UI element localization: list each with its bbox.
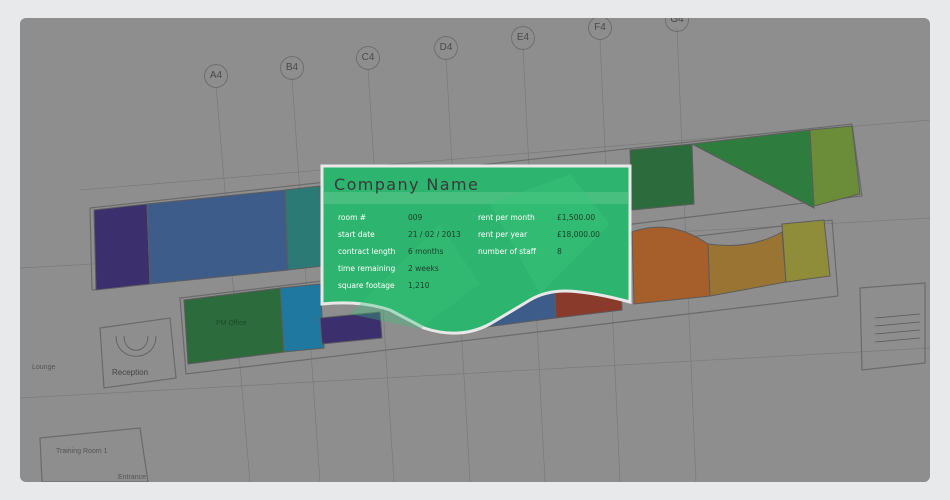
- grid-label-d4: D4: [434, 36, 458, 60]
- company-name-title: Company Name: [334, 175, 480, 194]
- room-number-value: 009: [408, 213, 423, 222]
- grid-label-b4: B4: [280, 56, 304, 80]
- time-remaining-label: time remaining: [338, 264, 396, 273]
- card-background: [320, 164, 632, 335]
- grid-label-f4: F4: [588, 18, 612, 40]
- start-date-value: 21 / 02 / 2013: [408, 230, 461, 239]
- rent-per-year-value: £18,000.00: [557, 230, 600, 239]
- company-info-card[interactable]: Company Name room # 009 start date 21 / …: [320, 164, 632, 340]
- rent-per-month-label: rent per month: [478, 213, 535, 222]
- number-of-staff-label: number of staff: [478, 247, 536, 256]
- contract-length-label: contract length: [338, 247, 396, 256]
- rent-per-month-value: £1,500.00: [557, 213, 596, 222]
- rent-per-year-label: rent per year: [478, 230, 528, 239]
- number-of-staff-value: 8: [557, 247, 562, 256]
- square-footage-value: 1,210: [408, 281, 430, 290]
- grid-label-c4: C4: [356, 46, 380, 70]
- square-footage-label: square footage: [338, 281, 395, 290]
- room-number-label: room #: [338, 213, 367, 222]
- grid-label-a4: A4: [204, 64, 228, 88]
- room-pm-office-label: PM Office: [216, 320, 247, 327]
- contract-length-value: 6 months: [408, 247, 444, 256]
- lounge-label: Lounge: [32, 364, 56, 371]
- reception-label: Reception: [112, 368, 149, 377]
- entrance-label: Entrance: [118, 474, 147, 481]
- grid-label-e4: E4: [511, 26, 535, 50]
- floor-plan-viewport: A4 B4 C4 D4 E4 F4 G4 Reception Lounge Tr…: [20, 18, 930, 482]
- time-remaining-value: 2 weeks: [408, 264, 439, 273]
- start-date-label: start date: [338, 230, 375, 239]
- training-room-label: Training Room 1: [56, 448, 108, 455]
